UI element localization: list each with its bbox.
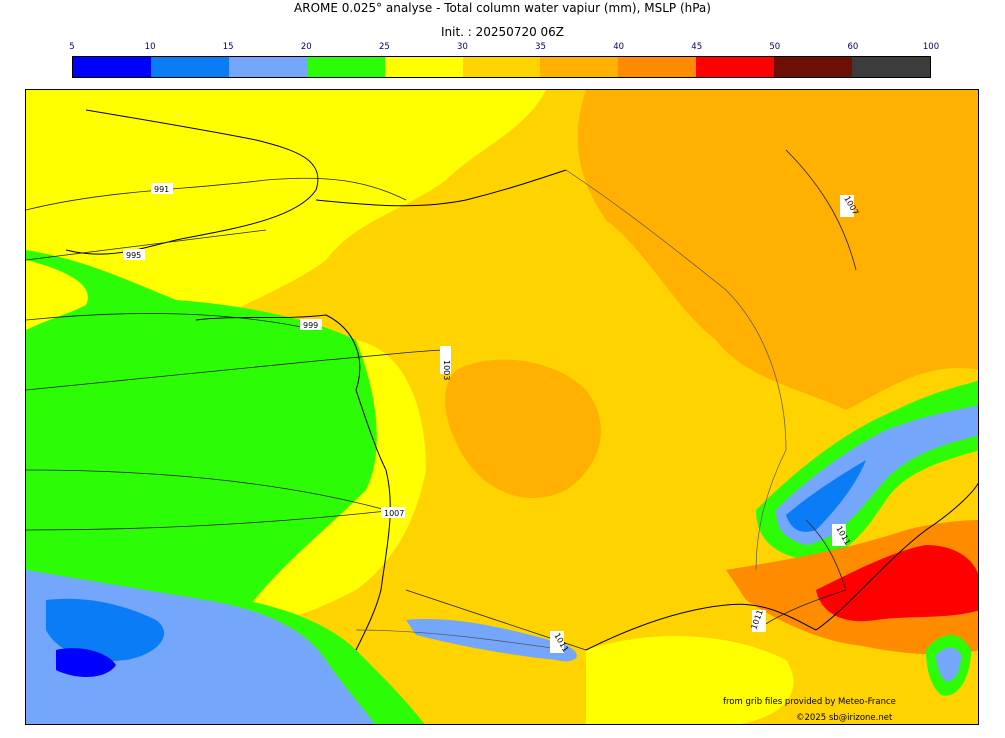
data-source-credit: from grib files provided by Meteo-France xyxy=(723,697,896,707)
coastline-biscay xyxy=(355,589,382,651)
border-france-switzerland xyxy=(755,449,787,571)
map-title: AROME 0.025° analyse - Total column wate… xyxy=(294,1,711,15)
colorbar xyxy=(72,56,931,78)
tcwv-field-coast-band xyxy=(246,340,426,619)
tcwv-field-corsica-high xyxy=(936,647,961,682)
copyright-credit: ©2025 sb@irizone.net xyxy=(796,713,893,723)
tcwv-field-north xyxy=(26,90,546,350)
isobar-1011-alps xyxy=(805,519,847,591)
isobar-1007 xyxy=(26,469,387,511)
colorbar-segment xyxy=(774,57,853,77)
isobar-label: 995 xyxy=(126,251,141,260)
weather-map[interactable]: 991 995 999 1003 1007 1011 1011 1011 100… xyxy=(25,89,979,725)
tcwv-field-south-west-ring xyxy=(206,595,425,724)
isobar-995 xyxy=(26,229,267,261)
colorbar-tick: 50 xyxy=(769,42,781,52)
colorbar-tick: 25 xyxy=(378,42,390,52)
isobar-1003 xyxy=(26,349,447,391)
isobar-1007-south xyxy=(26,509,397,531)
isobar-label: 999 xyxy=(303,321,318,330)
border-france-belgium xyxy=(565,169,787,451)
colorbar-segment xyxy=(852,57,930,77)
tcwv-field-pyrenees-low xyxy=(46,598,165,661)
colorbar-tick: 60 xyxy=(847,42,859,52)
colorbar-tick: 10 xyxy=(144,42,156,52)
tcwv-field-west xyxy=(26,250,377,613)
colorbar-tick: 100 xyxy=(922,42,940,52)
colorbar-tick: 45 xyxy=(691,42,703,52)
tcwv-field-pyrenees-min xyxy=(56,648,116,677)
isobar-1011-pyrenees xyxy=(405,589,587,651)
tcwv-field-alps-peaks xyxy=(786,460,866,532)
tcwv-field-atlantic xyxy=(26,260,88,330)
init-time: Init. : 20250720 06Z xyxy=(440,25,565,39)
isobar-label: 1003 xyxy=(442,360,451,380)
colorbar-tick: 35 xyxy=(535,42,546,52)
colorbar-tick: 20 xyxy=(300,42,312,52)
colorbar-tick: 30 xyxy=(457,42,468,52)
isobar-label: 1007 xyxy=(384,509,404,518)
colorbar-segment xyxy=(306,57,385,77)
colorbar-segment xyxy=(73,57,151,77)
colorbar-segment xyxy=(618,57,697,77)
coastline-france-north xyxy=(315,169,567,207)
colorbar-tick: 40 xyxy=(613,42,625,52)
colorbar-segment xyxy=(228,57,307,77)
colorbar-segment xyxy=(696,57,775,77)
colorbar-segment xyxy=(384,57,463,77)
colorbar-segment xyxy=(462,57,541,77)
tcwv-field-mediterranean-max xyxy=(816,545,978,622)
isobar-999 xyxy=(26,313,317,331)
isobar-label: 991 xyxy=(154,185,169,194)
isobar-991 xyxy=(26,177,407,211)
colorbar-tick: 15 xyxy=(222,42,234,52)
colorbar-segment xyxy=(150,57,229,77)
tcwv-field-north-east xyxy=(577,90,978,410)
colorbar-ticks: 5 10 15 20 25 30 35 40 45 50 60 100 xyxy=(69,42,939,54)
isobar-1007-east xyxy=(785,149,857,271)
tcwv-field-central xyxy=(445,359,601,499)
colorbar-tick: 5 xyxy=(69,42,75,52)
tcwv-field-south-east xyxy=(586,636,794,724)
coastline-uk xyxy=(65,109,319,255)
coastline-mediterranean xyxy=(585,603,817,651)
colorbar-segment xyxy=(540,57,619,77)
border-pyrenees xyxy=(355,629,567,651)
coastline-italy xyxy=(815,482,978,631)
